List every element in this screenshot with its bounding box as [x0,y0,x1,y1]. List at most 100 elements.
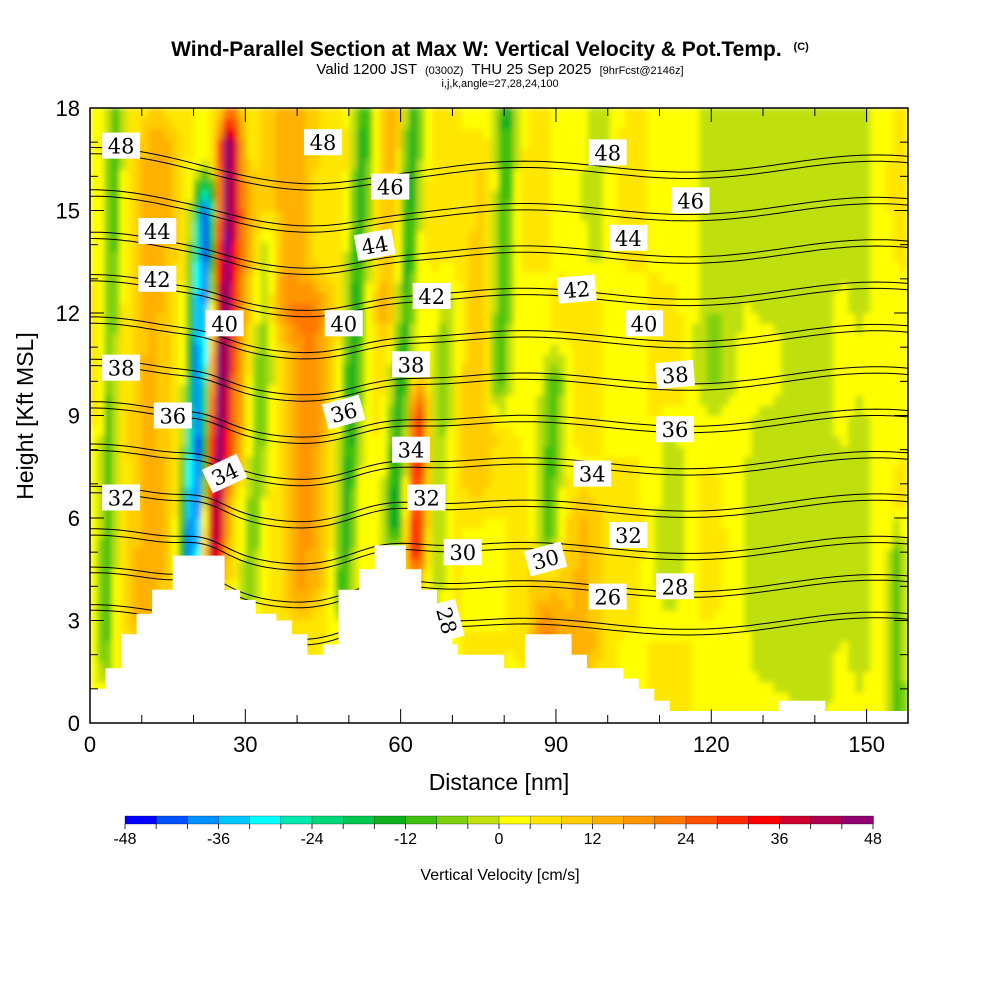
w-cell [498,435,507,447]
w-cell [699,271,708,283]
w-cell [505,251,515,263]
w-cell [446,394,455,406]
w-cell [624,579,634,591]
w-cell [662,138,671,150]
w-cell [654,333,664,345]
w-cell [327,568,336,580]
w-cell [595,538,604,550]
w-cell [654,486,664,498]
w-cell [498,363,507,375]
w-cell [96,363,106,375]
w-cell [372,415,381,427]
w-cell [483,148,493,160]
w-cell [364,271,374,283]
w-cell [461,333,470,345]
w-cell [550,517,559,529]
w-cell [617,548,626,560]
w-cell [379,415,388,427]
w-cell [90,415,98,427]
w-cell [453,456,463,468]
w-cell [632,640,641,652]
w-cell [461,517,470,529]
w-cell [639,333,649,345]
w-cell [483,271,493,283]
w-cell [632,579,641,591]
w-cell [639,548,649,560]
w-cell [267,240,277,252]
w-cell [238,108,247,119]
w-cell [90,138,98,150]
w-cell [595,312,604,324]
w-cell [528,179,537,191]
w-cell [513,312,522,324]
w-cell [699,230,708,242]
w-cell [483,292,493,304]
w-cell [275,466,284,478]
w-cell [275,599,284,611]
w-cell [602,527,612,539]
w-cell [342,138,351,150]
w-cell [148,517,158,529]
w-cell [662,117,671,129]
w-cell [126,609,136,621]
w-cell [647,404,656,416]
w-cell [312,210,322,222]
w-cell [215,261,225,273]
w-cell [550,138,559,150]
w-cell [386,148,396,160]
w-cell [104,404,113,416]
w-cell [334,517,344,529]
w-cell [461,640,470,652]
w-cell [491,322,500,334]
w-cell [297,527,307,539]
w-cell [267,261,277,273]
w-cell [372,199,381,211]
w-cell [550,210,559,222]
w-cell [90,108,98,119]
w-cell [312,312,322,324]
w-cell [96,671,106,683]
w-cell [498,292,507,304]
w-cell [572,343,582,355]
w-cell [602,609,612,621]
w-cell [119,333,128,345]
w-cell [446,363,455,375]
w-cell [624,589,634,601]
w-cell [617,404,626,416]
w-cell [513,220,522,232]
w-cell [662,507,671,519]
w-cell [163,179,173,191]
w-cell [676,108,686,119]
w-cell [260,517,269,529]
w-cell [468,363,478,375]
w-cell [245,281,255,293]
w-cell [312,169,322,181]
w-cell [587,630,597,642]
w-cell [684,497,693,509]
w-cell [215,363,225,375]
w-cell [223,415,232,427]
w-cell [327,394,336,406]
w-cell [126,579,136,591]
w-cell [148,343,158,355]
w-cell [557,189,567,201]
w-cell [379,374,388,386]
w-cell [186,179,195,191]
w-cell [543,189,552,201]
w-cell [215,435,225,447]
w-cell [141,456,150,468]
w-cell [282,322,292,334]
w-cell [476,497,485,509]
w-cell [230,271,240,283]
w-cell [305,517,314,529]
w-cell [587,568,597,580]
w-cell [171,251,180,263]
w-cell [572,220,582,232]
w-cell [379,517,388,529]
w-cell [357,538,366,550]
w-cell [193,312,203,324]
w-cell [439,507,448,519]
w-cell [186,128,195,140]
w-cell [476,292,485,304]
w-cell [312,476,322,488]
